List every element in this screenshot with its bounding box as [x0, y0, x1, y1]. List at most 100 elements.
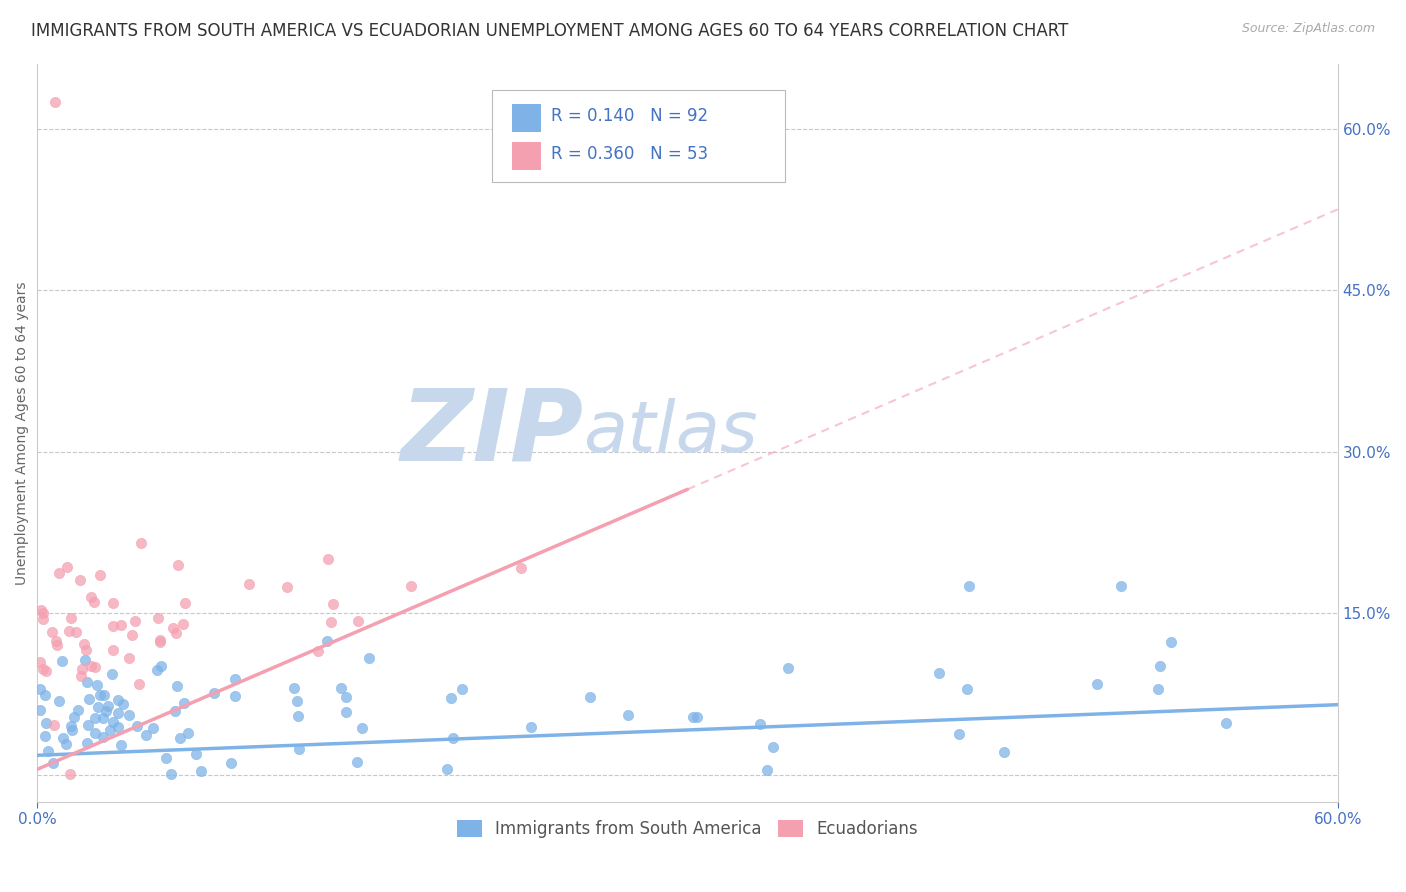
Point [44, 95, 66, 109]
Point [80, 658, 103, 673]
Text: IMMIGRANTS FROM SOUTH AMERICA VS ECUADORIAN UNEMPLOYMENT AMONG AGES 60 TO 64 YEA: IMMIGRANTS FROM SOUTH AMERICA VS ECUADOR… [31, 22, 1069, 40]
Point [163, 704, 186, 718]
Text: ZIP: ZIP [401, 384, 583, 482]
Point [31, 662, 53, 676]
Point [93, 689, 115, 703]
Point [97, 699, 120, 714]
Point [276, 580, 298, 594]
Point [184, 747, 207, 761]
Point [238, 577, 260, 591]
Point [67, 703, 90, 717]
Point [169, 731, 191, 745]
Point [162, 621, 184, 635]
Point [86, 699, 108, 714]
Point [686, 710, 709, 724]
Point [682, 710, 704, 724]
Point [142, 721, 165, 735]
Point [146, 611, 169, 625]
Point [124, 614, 146, 628]
Point [48, 694, 70, 708]
Point [60, 723, 83, 737]
Point [167, 558, 190, 572]
Point [357, 650, 380, 665]
Point [335, 705, 357, 719]
Point [135, 728, 157, 742]
Point [37, 744, 59, 758]
Legend: Immigrants from South America, Ecuadorians: Immigrants from South America, Ecuadoria… [450, 814, 925, 845]
Point [112, 697, 135, 711]
Point [1085, 677, 1108, 691]
Point [70, 669, 93, 683]
Text: R = 0.360   N = 53: R = 0.360 N = 53 [551, 145, 709, 162]
Point [172, 617, 194, 632]
Point [948, 727, 970, 741]
Point [762, 739, 785, 754]
Point [28, 655, 51, 669]
Y-axis label: Unemployment Among Ages 60 to 64 years: Unemployment Among Ages 60 to 64 years [15, 281, 30, 584]
Point [32, 612, 55, 626]
Point [73, 653, 96, 667]
Point [35, 715, 58, 730]
Point [76, 736, 98, 750]
Point [42, 718, 65, 732]
Text: atlas: atlas [583, 399, 758, 467]
Point [84, 711, 107, 725]
Point [957, 579, 980, 593]
Point [128, 677, 150, 691]
Point [436, 762, 458, 776]
Point [1149, 659, 1171, 673]
Point [219, 756, 242, 771]
Point [84, 725, 107, 739]
Point [287, 742, 309, 756]
Point [287, 708, 309, 723]
Point [928, 666, 950, 681]
Point [28, 681, 51, 696]
Point [401, 579, 423, 593]
Point [30, 602, 52, 616]
Point [755, 763, 778, 777]
Point [224, 672, 246, 686]
Point [59, 766, 82, 780]
Point [65, 624, 87, 639]
Point [91, 711, 114, 725]
Point [63, 709, 86, 723]
Point [155, 751, 177, 765]
Point [107, 720, 129, 734]
Point [149, 635, 172, 649]
Point [75, 643, 97, 657]
Point [70, 662, 93, 676]
Point [131, 536, 153, 550]
FancyBboxPatch shape [492, 90, 785, 182]
Point [578, 690, 600, 705]
Point [174, 596, 197, 610]
Point [177, 726, 200, 740]
Text: R = 0.140   N = 92: R = 0.140 N = 92 [551, 107, 709, 125]
Point [617, 708, 640, 723]
Point [32, 606, 55, 620]
Point [69, 573, 91, 587]
Point [352, 721, 374, 735]
Point [103, 643, 125, 657]
Point [107, 693, 129, 707]
Point [46, 638, 69, 652]
Point [60, 719, 83, 733]
Point [79, 691, 101, 706]
Point [103, 619, 125, 633]
Point [103, 596, 125, 610]
Point [73, 638, 96, 652]
Point [89, 688, 111, 702]
Point [28, 703, 51, 717]
Point [41, 624, 63, 639]
Point [322, 597, 344, 611]
Point [59, 610, 82, 624]
Point [45, 634, 67, 648]
Point [34, 688, 56, 702]
Point [347, 615, 370, 629]
Point [149, 659, 172, 673]
Point [58, 624, 80, 638]
Point [190, 764, 212, 779]
Point [1146, 681, 1168, 696]
Point [509, 560, 531, 574]
Point [146, 663, 169, 677]
Point [125, 719, 148, 733]
